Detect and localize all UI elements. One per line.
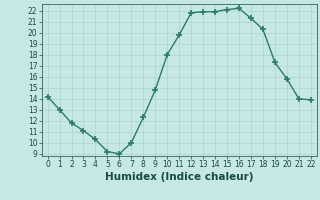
X-axis label: Humidex (Indice chaleur): Humidex (Indice chaleur) [105,172,253,182]
